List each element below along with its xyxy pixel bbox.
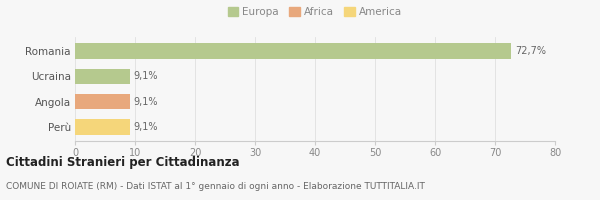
Legend: Europa, Africa, America: Europa, Africa, America	[224, 3, 406, 21]
Text: Cittadini Stranieri per Cittadinanza: Cittadini Stranieri per Cittadinanza	[6, 156, 239, 169]
Text: 9,1%: 9,1%	[133, 97, 158, 107]
Text: 72,7%: 72,7%	[515, 46, 546, 56]
Text: COMUNE DI ROIATE (RM) - Dati ISTAT al 1° gennaio di ogni anno - Elaborazione TUT: COMUNE DI ROIATE (RM) - Dati ISTAT al 1°…	[6, 182, 425, 191]
Bar	[75, 94, 130, 109]
Text: 9,1%: 9,1%	[133, 122, 158, 132]
Text: 9,1%: 9,1%	[133, 71, 158, 81]
Bar	[75, 43, 511, 59]
Bar	[75, 119, 130, 135]
Bar	[75, 69, 130, 84]
